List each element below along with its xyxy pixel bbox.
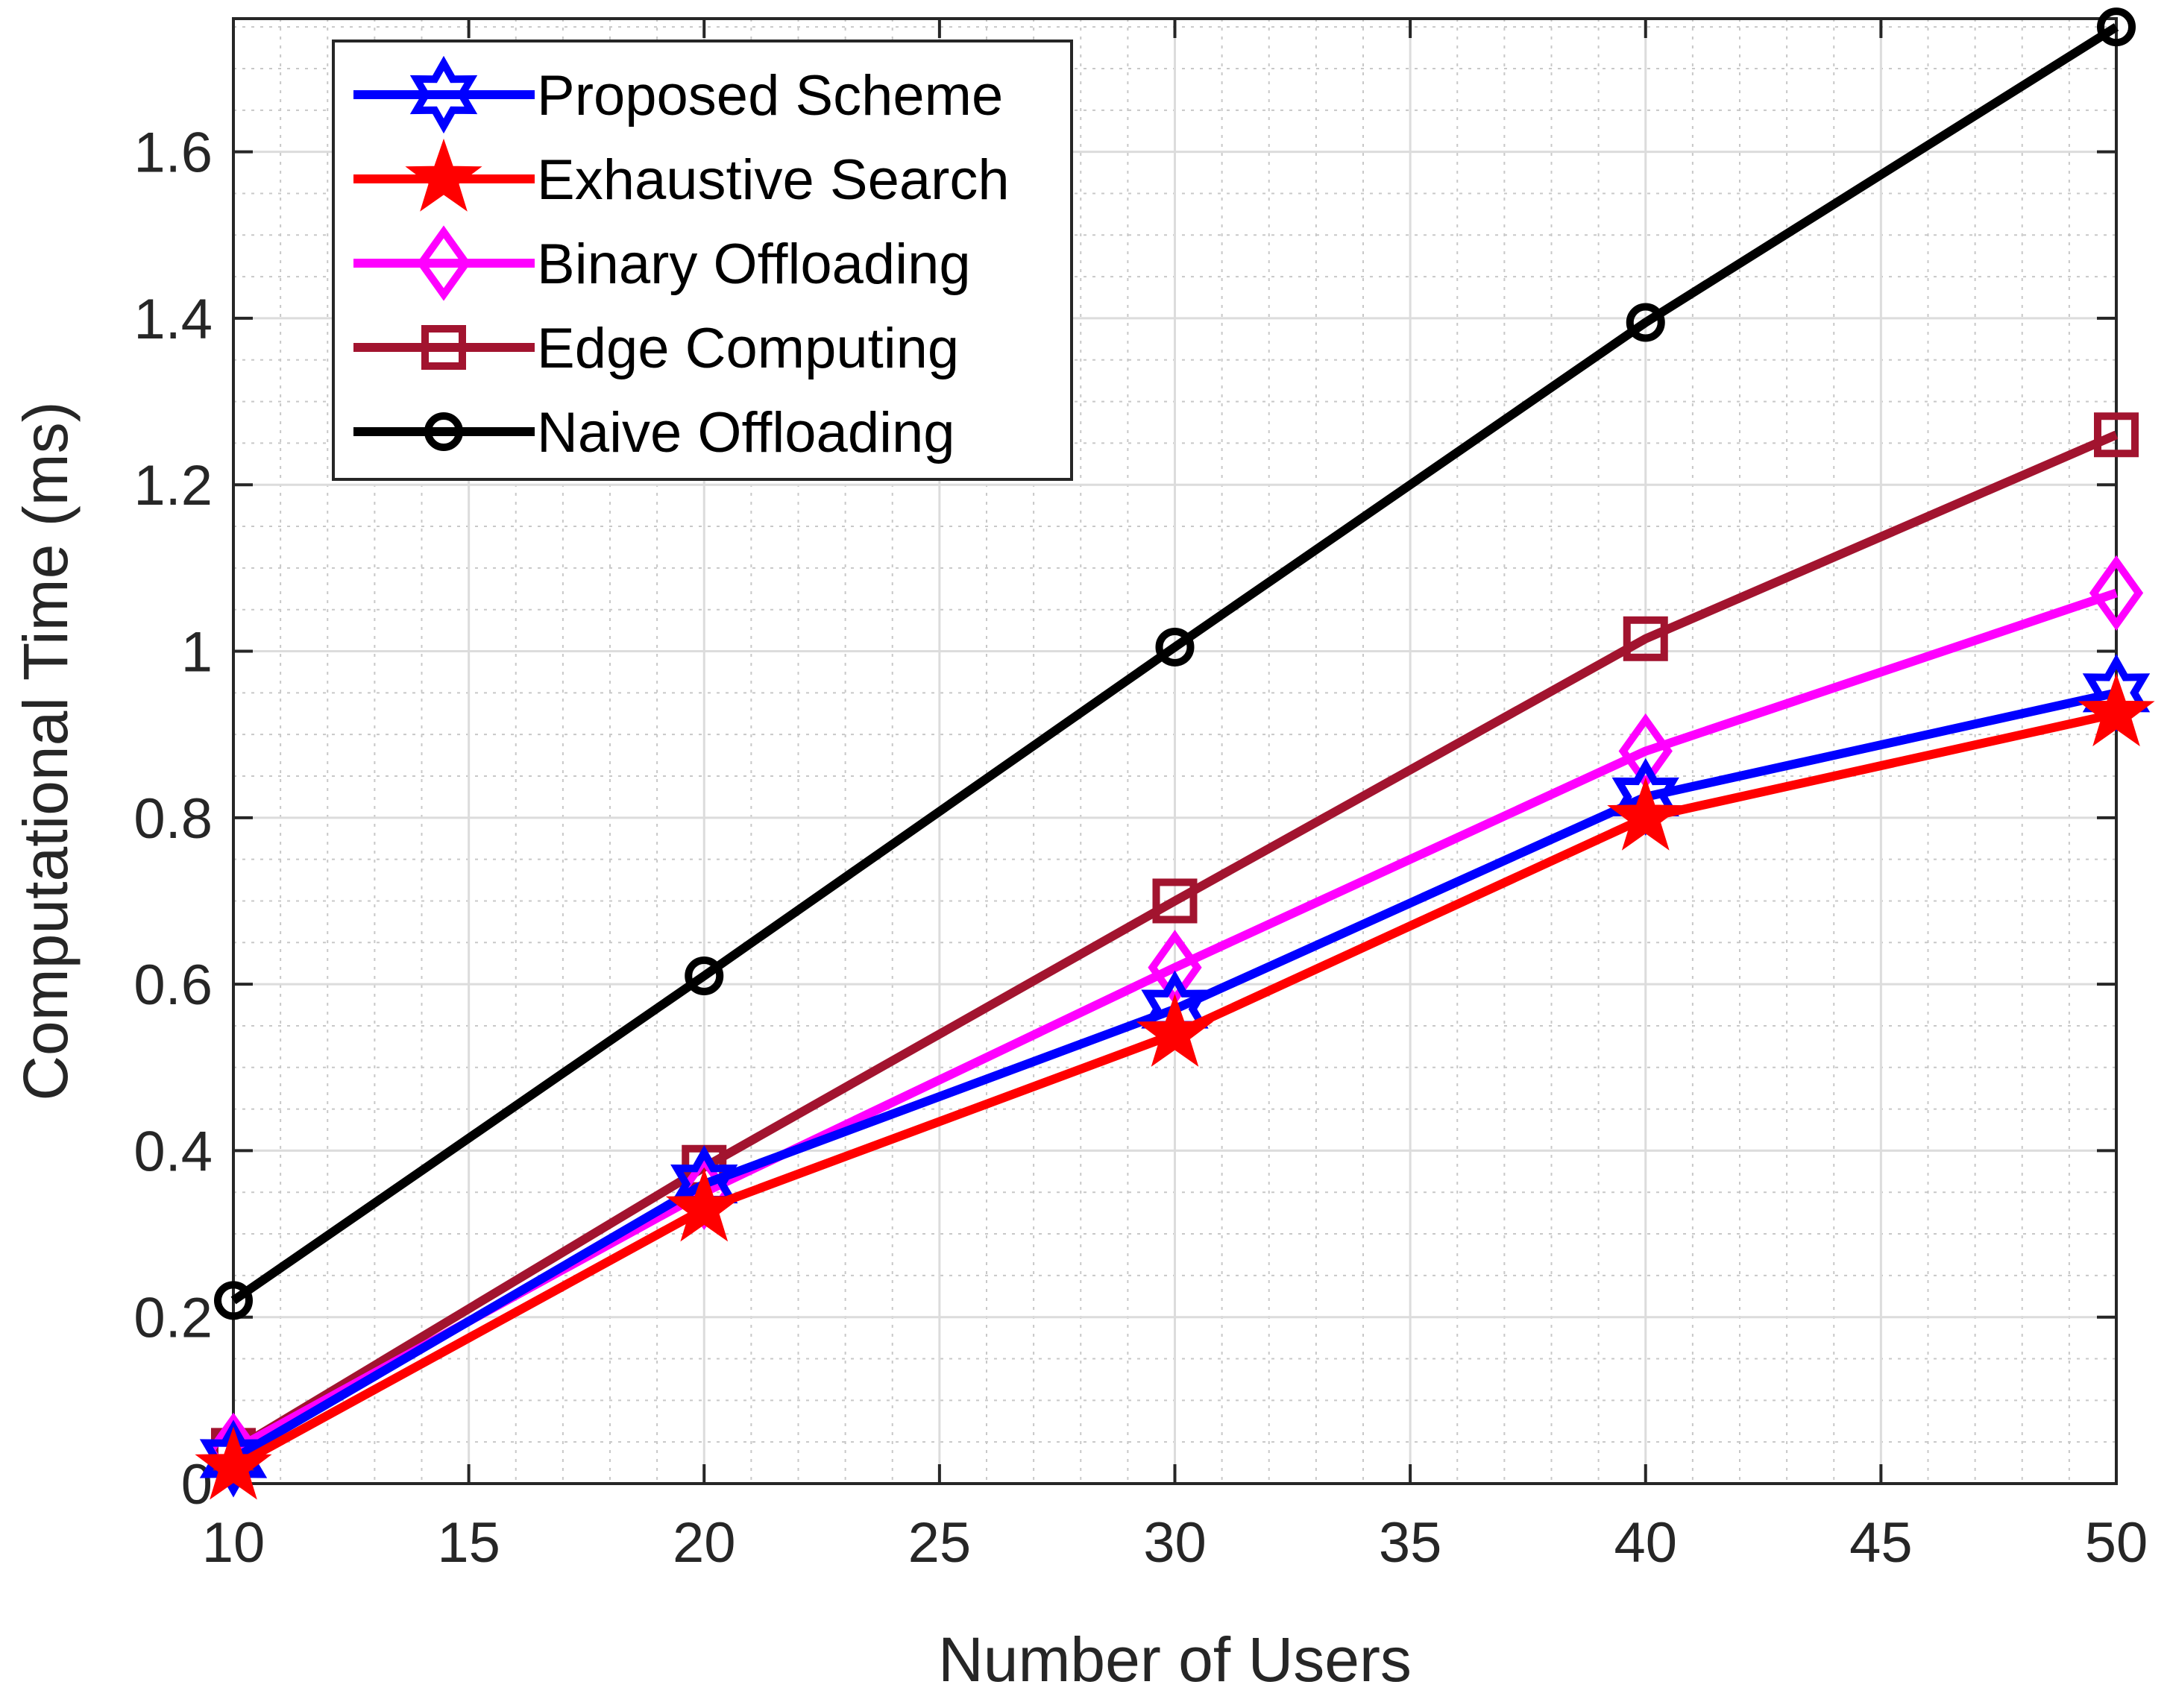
data-point [214,1281,253,1320]
legend-swatch-marker [405,138,482,212]
y-tick-label: 1.4 [133,288,213,351]
data-point [199,1419,268,1498]
x-tick-label: 15 [437,1511,500,1575]
series-exhaustive-search [195,673,2155,1500]
tick-labels: 10 15 20 25 30 35 40 45 5000.20.40.60.811.21.41.… [133,122,2148,1575]
series-line [230,23,2119,1305]
legend-label: Exhaustive Search [537,148,1010,212]
x-tick-label: 50 [2085,1511,2148,1575]
data-point [1623,616,1668,661]
legend-label: Naive Offloading [537,401,955,464]
legend-item: Binary Offloading [353,225,971,301]
series-line [230,430,2119,1455]
y-tick-label: 0.4 [133,1120,213,1183]
data-point [1152,878,1198,924]
legend-item: Proposed Scheme [353,55,1003,134]
x-axis-title: Number of Users [938,1625,1412,1695]
data-point [2078,673,2155,747]
data-point [685,956,724,995]
legend-item: Naive Offloading [353,401,955,464]
x-tick-label: 10 [202,1511,265,1575]
data-point [1155,627,1195,667]
y-tick-label: 0.6 [133,954,213,1017]
legend-swatch-marker [409,55,478,134]
legend-label: Binary Offloading [537,233,971,296]
y-tick-label: 1.6 [133,122,213,185]
y-tick-label: 0.2 [133,1287,213,1350]
legend-label: Edge Computing [537,317,959,380]
y-tick-label: 1.2 [133,454,213,517]
data-point [1626,303,1665,342]
x-tick-label: 25 [908,1511,972,1575]
legend-label: Proposed Scheme [537,64,1003,127]
legend: Proposed Scheme Exhaustive Search Binary O… [332,40,1073,481]
legend-item: Edge Computing [353,317,959,380]
data-point [1136,993,1214,1067]
data-point [2097,7,2136,47]
y-tick-label: 0.8 [133,787,213,851]
x-tick-label: 40 [1614,1511,1677,1575]
y-tick-label: 1 [181,621,213,684]
x-tick-label: 45 [1849,1511,1913,1575]
x-tick-label: 30 [1143,1511,1207,1575]
data-point [665,1168,743,1242]
legend-swatch-marker [416,225,471,301]
x-tick-label: 20 [673,1511,736,1575]
data-point [2094,412,2139,458]
data-point [2089,555,2144,631]
series-naive-offloading [214,7,2136,1320]
y-axis-title: Computational Time (ms) [10,401,81,1100]
legend-swatch-marker [421,325,466,370]
series-layer [195,7,2155,1500]
data-point [1607,777,1685,851]
legend-swatch-marker [424,412,463,451]
data-point [195,1426,272,1500]
x-tick-label: 35 [1379,1511,1442,1575]
legend-item: Exhaustive Search [353,138,1010,212]
